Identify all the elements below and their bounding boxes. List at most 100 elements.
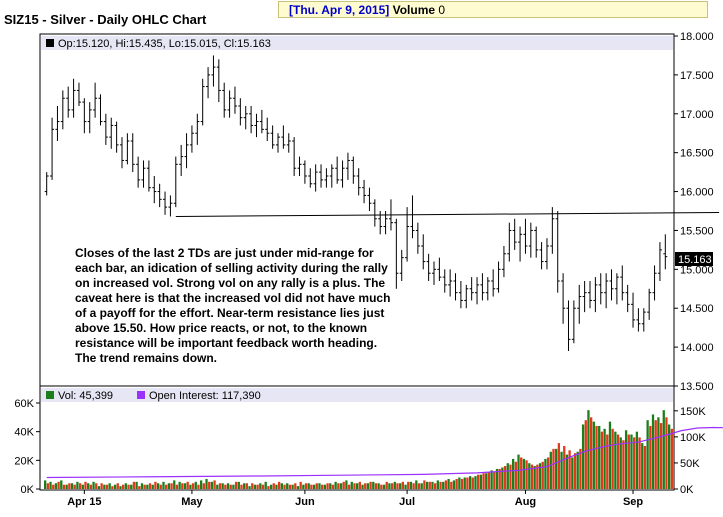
volume-bar-up: [70, 483, 74, 489]
volume-bar-down: [385, 481, 388, 489]
volume-bar-down: [638, 437, 641, 489]
ohlc-bar: [195, 113, 200, 145]
price-tick-label: 14.000: [680, 342, 714, 354]
volume-bar-down: [487, 471, 491, 489]
chart-title: SIZ15 - Silver - Daily OHLC Chart: [4, 12, 207, 27]
volume-bar-down: [213, 480, 216, 489]
ohlc-bar: [206, 67, 211, 99]
ohlc-bar: [130, 133, 135, 173]
ohlc-bars: [44, 55, 668, 351]
volume-bar-down: [358, 481, 361, 489]
x-tick-label: May: [181, 496, 203, 508]
ohlc-bar: [276, 133, 280, 153]
volume-bar-up: [286, 483, 289, 489]
volume-bar-down: [202, 483, 205, 489]
volume-bar-up: [581, 424, 585, 489]
volume-bar-down: [396, 483, 399, 489]
volume-tick-label: 60K: [14, 398, 34, 410]
ohlc-bar: [109, 117, 114, 149]
x-tick-label: Sep: [623, 496, 643, 508]
volume-bar-down: [563, 446, 566, 489]
volume-bar-up: [619, 437, 622, 489]
ohlc-bar: [561, 273, 566, 324]
volume-bar-down: [347, 484, 351, 489]
x-tick-label: Aug: [515, 496, 536, 508]
volume-bar-down: [616, 434, 620, 489]
volume-bar-down: [444, 480, 448, 489]
ohlc-bar: [448, 269, 453, 297]
volume-bar-up: [608, 421, 612, 489]
volume-bar-up: [119, 486, 122, 489]
volume-bar-down: [278, 481, 281, 489]
volume-bar-up: [587, 410, 590, 489]
volume-bar-up: [485, 473, 488, 489]
volume-bar-up: [641, 443, 644, 489]
volume-bar-down: [331, 484, 335, 489]
volume-bar-up: [662, 410, 665, 489]
ohlc-bar: [136, 156, 141, 188]
ohlc-bar: [593, 277, 598, 313]
volume-bar-up: [544, 458, 547, 489]
volume-bar-down: [579, 448, 582, 489]
volume-bar-down: [627, 434, 630, 489]
ohlc-bar: [243, 106, 248, 130]
volume-bar-down: [116, 483, 119, 489]
volume-bar-up: [630, 434, 633, 489]
volume-bar-up: [479, 474, 483, 489]
volume-tick-label: 40K: [14, 427, 34, 439]
volume-bar-down: [127, 484, 130, 489]
volume-bar-down: [57, 481, 60, 489]
price-tick-label: 15.500: [680, 225, 714, 237]
volume-bar-down: [218, 483, 222, 489]
volume-bar-down: [234, 481, 238, 489]
volume-bar-up: [151, 484, 154, 489]
volume-bar-up: [81, 484, 84, 489]
volume-bar-down: [197, 484, 200, 489]
ohlc-bar: [485, 277, 490, 301]
volume-bar-down: [208, 481, 211, 489]
volume-bar-down: [503, 466, 507, 489]
ohlc-bar: [313, 164, 318, 192]
volume-bar-down: [315, 483, 318, 489]
ohlc-bar: [329, 164, 334, 188]
ohlc-bar: [523, 218, 528, 254]
volume-bar-up: [415, 480, 418, 489]
price-tick-label: 18.000: [680, 31, 714, 43]
volume-bar-up: [339, 483, 343, 489]
volume-bar-down: [530, 464, 534, 489]
volume-bar-down: [326, 483, 329, 489]
volume-bar-down: [670, 428, 673, 489]
ohlc-bar: [232, 86, 237, 114]
ohlc-bar: [82, 98, 87, 134]
ohlc-bar: [507, 222, 512, 262]
x-axis: Apr 15 May Jun Jul Aug Sep: [67, 490, 643, 508]
volume-bar-down: [520, 457, 523, 489]
ohlc-bar: [631, 292, 636, 328]
volume-bar-down: [364, 483, 367, 489]
ohlc-bar: [281, 125, 286, 149]
open-interest-axis-right: 150K 100K 50K 0K: [674, 406, 706, 496]
volume-bar-down: [272, 483, 275, 489]
volume-bar-down: [595, 425, 598, 489]
volume-bar-down: [600, 431, 604, 489]
volume-bar-down: [557, 443, 561, 489]
volume-bar-up: [565, 454, 569, 489]
price-tick-label: 13.500: [680, 381, 714, 393]
ohlc-bar: [652, 265, 657, 301]
ohlc-bar: [588, 281, 592, 309]
oi-tick-label: 0K: [680, 484, 694, 496]
volume-bar-down: [536, 464, 539, 489]
volume-bar-down: [541, 461, 544, 489]
volume-bar-up: [87, 483, 90, 489]
volume-bar-down: [73, 484, 76, 489]
volume-bar-down: [229, 484, 232, 489]
volume-bar-up: [528, 463, 531, 489]
ohlc-bar: [577, 284, 582, 324]
ohlc-bar: [222, 82, 227, 118]
ohlc-legend-swatch: [46, 39, 54, 47]
ohlc-bar: [238, 98, 243, 126]
ohlc-bar: [173, 156, 178, 208]
volume-bar-down: [568, 450, 571, 489]
volume-bar-down: [552, 448, 555, 489]
ohlc-bar: [394, 218, 399, 289]
